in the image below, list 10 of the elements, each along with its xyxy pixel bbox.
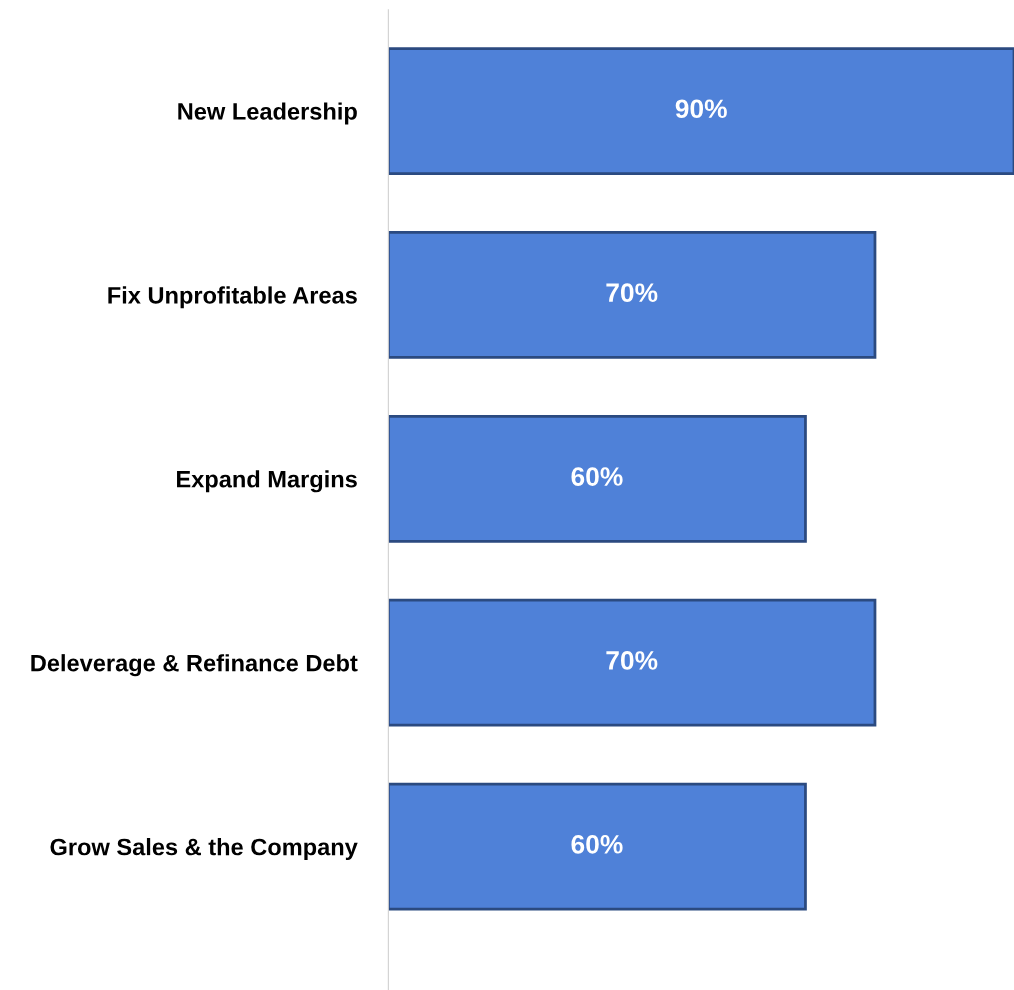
y-tick-label: Grow Sales & the Company: [50, 838, 358, 861]
data-label: 60%: [571, 834, 623, 854]
data-label: 70%: [606, 283, 658, 302]
data-label: 60%: [571, 467, 623, 486]
y-tick-label: Fix Unprofitable Areas: [108, 286, 357, 309]
data-label: 70%: [606, 651, 658, 670]
y-tick-label: New Leadership: [178, 102, 357, 125]
data-label: 90%: [675, 99, 727, 119]
y-tick-label: Deleverage & Refinance Debt: [31, 654, 358, 677]
y-tick-label: Expand Margins: [177, 470, 357, 493]
